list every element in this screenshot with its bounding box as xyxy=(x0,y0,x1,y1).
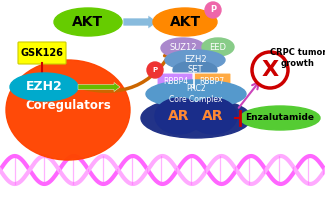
Ellipse shape xyxy=(155,98,203,134)
Ellipse shape xyxy=(173,61,217,79)
Text: AR: AR xyxy=(168,109,190,123)
Text: EED: EED xyxy=(210,43,227,51)
Ellipse shape xyxy=(205,2,221,18)
FancyBboxPatch shape xyxy=(157,73,195,89)
Ellipse shape xyxy=(189,98,237,134)
Text: SET: SET xyxy=(187,66,203,74)
Ellipse shape xyxy=(240,106,320,130)
Ellipse shape xyxy=(165,50,225,70)
Ellipse shape xyxy=(10,73,78,101)
Ellipse shape xyxy=(161,38,205,58)
Text: X: X xyxy=(261,60,279,80)
Text: SUZ12: SUZ12 xyxy=(169,44,197,52)
Text: EZH2: EZH2 xyxy=(26,80,62,94)
Ellipse shape xyxy=(141,98,251,138)
Text: P: P xyxy=(210,5,216,15)
Ellipse shape xyxy=(146,80,246,108)
FancyArrow shape xyxy=(123,15,158,29)
Text: P: P xyxy=(152,67,158,73)
FancyBboxPatch shape xyxy=(18,42,66,64)
Ellipse shape xyxy=(6,60,130,160)
Ellipse shape xyxy=(147,62,163,78)
Text: Coregulators: Coregulators xyxy=(25,98,111,112)
FancyArrowPatch shape xyxy=(239,82,259,108)
FancyArrowPatch shape xyxy=(81,51,172,91)
Text: RBBP7: RBBP7 xyxy=(200,76,225,86)
Text: AKT: AKT xyxy=(72,15,104,29)
Text: AR: AR xyxy=(202,109,224,123)
Text: GSK126: GSK126 xyxy=(20,48,63,58)
FancyBboxPatch shape xyxy=(193,73,231,89)
Ellipse shape xyxy=(202,38,234,56)
FancyArrow shape xyxy=(78,82,120,92)
Text: AKT: AKT xyxy=(169,15,201,29)
Ellipse shape xyxy=(54,8,122,36)
Text: EZH2: EZH2 xyxy=(184,55,206,64)
Text: PRC2
Core Complex: PRC2 Core Complex xyxy=(169,84,223,104)
Ellipse shape xyxy=(153,8,217,36)
Text: RBBP4: RBBP4 xyxy=(163,76,188,86)
Text: Enzalutamide: Enzalutamide xyxy=(245,114,315,122)
Text: CRPC tumor
growth: CRPC tumor growth xyxy=(270,48,325,68)
Ellipse shape xyxy=(252,52,288,88)
